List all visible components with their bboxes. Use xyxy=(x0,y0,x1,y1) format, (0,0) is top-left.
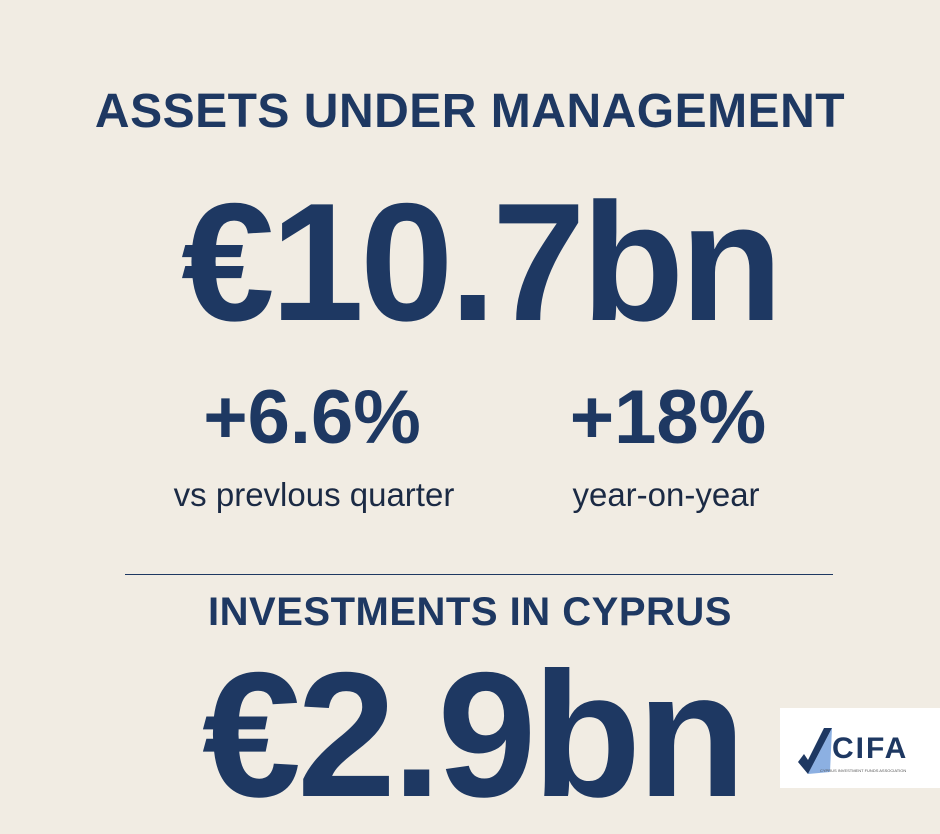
stat-label: vs prevlous quarter xyxy=(173,476,455,513)
cyprus-amount: €2.9bn xyxy=(202,635,746,834)
divider xyxy=(125,574,833,575)
stat-value: +6.6% xyxy=(203,375,421,460)
stat-value: +18% xyxy=(569,375,767,460)
logo-tagline: CYPRUS INVESTMENT FUNDS ASSOCIATION xyxy=(820,768,907,773)
stat-label: year-on-year xyxy=(572,476,760,513)
title: ASSETS UNDER MANAGEMENT xyxy=(94,85,846,138)
section-title: INVESTMENTS IN CYPRUS xyxy=(208,590,732,634)
logo-mark xyxy=(798,728,832,774)
infographic: ASSETS UNDER MANAGEMENT €10.7bn +6.6% vs… xyxy=(94,85,940,824)
logo-name: CIFA xyxy=(832,732,909,765)
logo: CIFA CYPRUS INVESTMENT FUNDS ASSOCIATION xyxy=(780,708,940,788)
aum-amount: €10.7bn xyxy=(181,168,783,356)
